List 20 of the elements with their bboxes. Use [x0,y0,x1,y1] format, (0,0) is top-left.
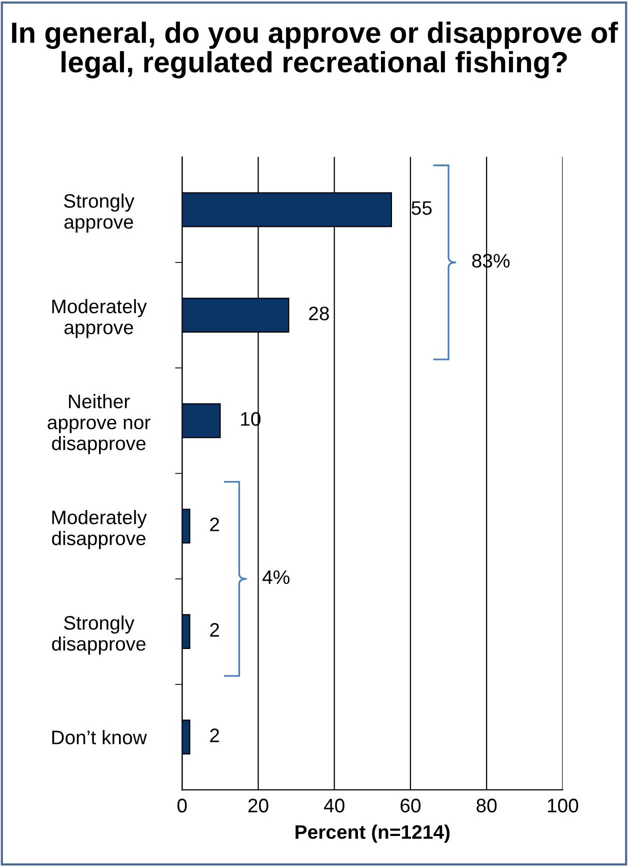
x-tick-label: 20 [248,798,268,812]
data-label: 2 [210,518,220,532]
data-label: 2 [210,728,220,742]
y-tick-label: Neither approve nor disapprove [48,394,150,454]
y-tick-label: Don’t know [52,730,147,744]
data-label: 28 [309,306,329,320]
x-axis-title: Percent (n=1214) [296,824,450,843]
x-tick-label: 0 [177,798,187,812]
y-tick-label: Moderately approve [52,299,147,338]
x-tick-label: 80 [476,798,497,812]
y-tick-label: Strongly disapprove [52,616,146,655]
annotation: 4% [262,570,290,584]
y-tick-label: Strongly approve [64,194,134,233]
x-tick-label: 40 [324,798,344,812]
chart-title: In general, do you approve or disapprove of legal, regulated recreational fishing? [12,22,618,78]
data-label: 55 [412,201,432,215]
x-tick-label: 100 [548,798,578,812]
y-tick-label: Moderately disapprove [52,510,147,550]
data-label: 2 [210,623,220,637]
x-tick-label: 60 [400,798,421,812]
